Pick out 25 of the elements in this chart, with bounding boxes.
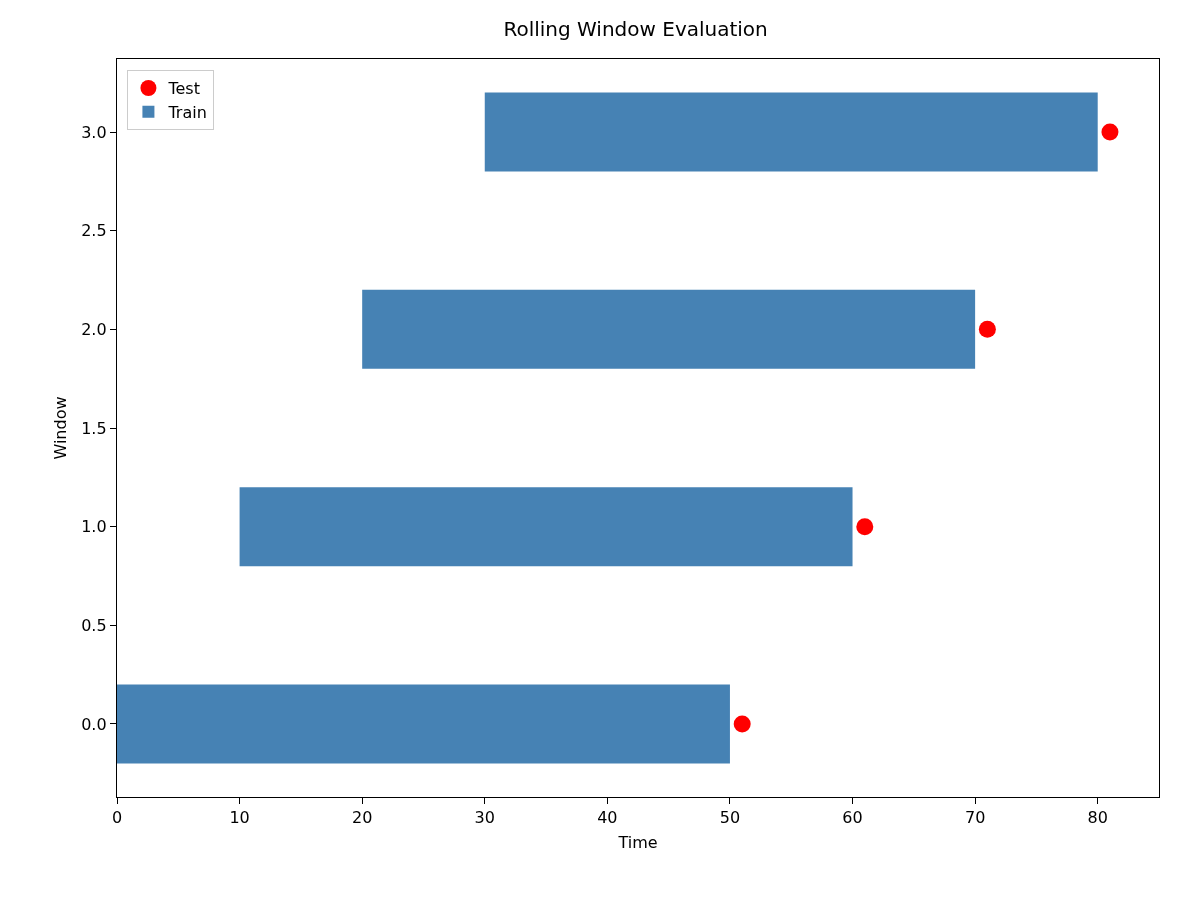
x-tick-label: 30	[474, 808, 495, 828]
y-tick-label: 1.0	[81, 517, 107, 537]
x-tick-label: 40	[597, 808, 618, 828]
x-tick-label: 60	[842, 808, 863, 828]
legend-label: Test	[167, 79, 200, 99]
bar	[117, 684, 730, 764]
y-tick-label: 0.0	[81, 714, 107, 734]
y-tick-label: 2.0	[81, 319, 107, 339]
bar	[362, 289, 976, 369]
x-tick-label: 50	[719, 808, 741, 828]
chart-title: Rolling Window Evaluation	[503, 17, 768, 42]
y-axis-title: Window	[51, 396, 71, 460]
y-tick-label: 2.5	[81, 221, 107, 241]
legend-label: Train	[167, 103, 207, 123]
y-tick-label: 1.5	[81, 418, 107, 438]
x-axis-title: Time	[617, 833, 658, 853]
x-tick-label: 20	[352, 808, 373, 828]
x-tick-label: 70	[964, 808, 986, 828]
y-tick-label: 3.0	[81, 122, 107, 142]
x-tick-label: 0	[111, 808, 123, 828]
bar	[239, 487, 853, 567]
bar	[484, 92, 1098, 172]
x-tick-label: 10	[229, 808, 250, 828]
y-tick-label: 0.5	[81, 615, 107, 635]
x-tick-label: 80	[1087, 808, 1108, 828]
